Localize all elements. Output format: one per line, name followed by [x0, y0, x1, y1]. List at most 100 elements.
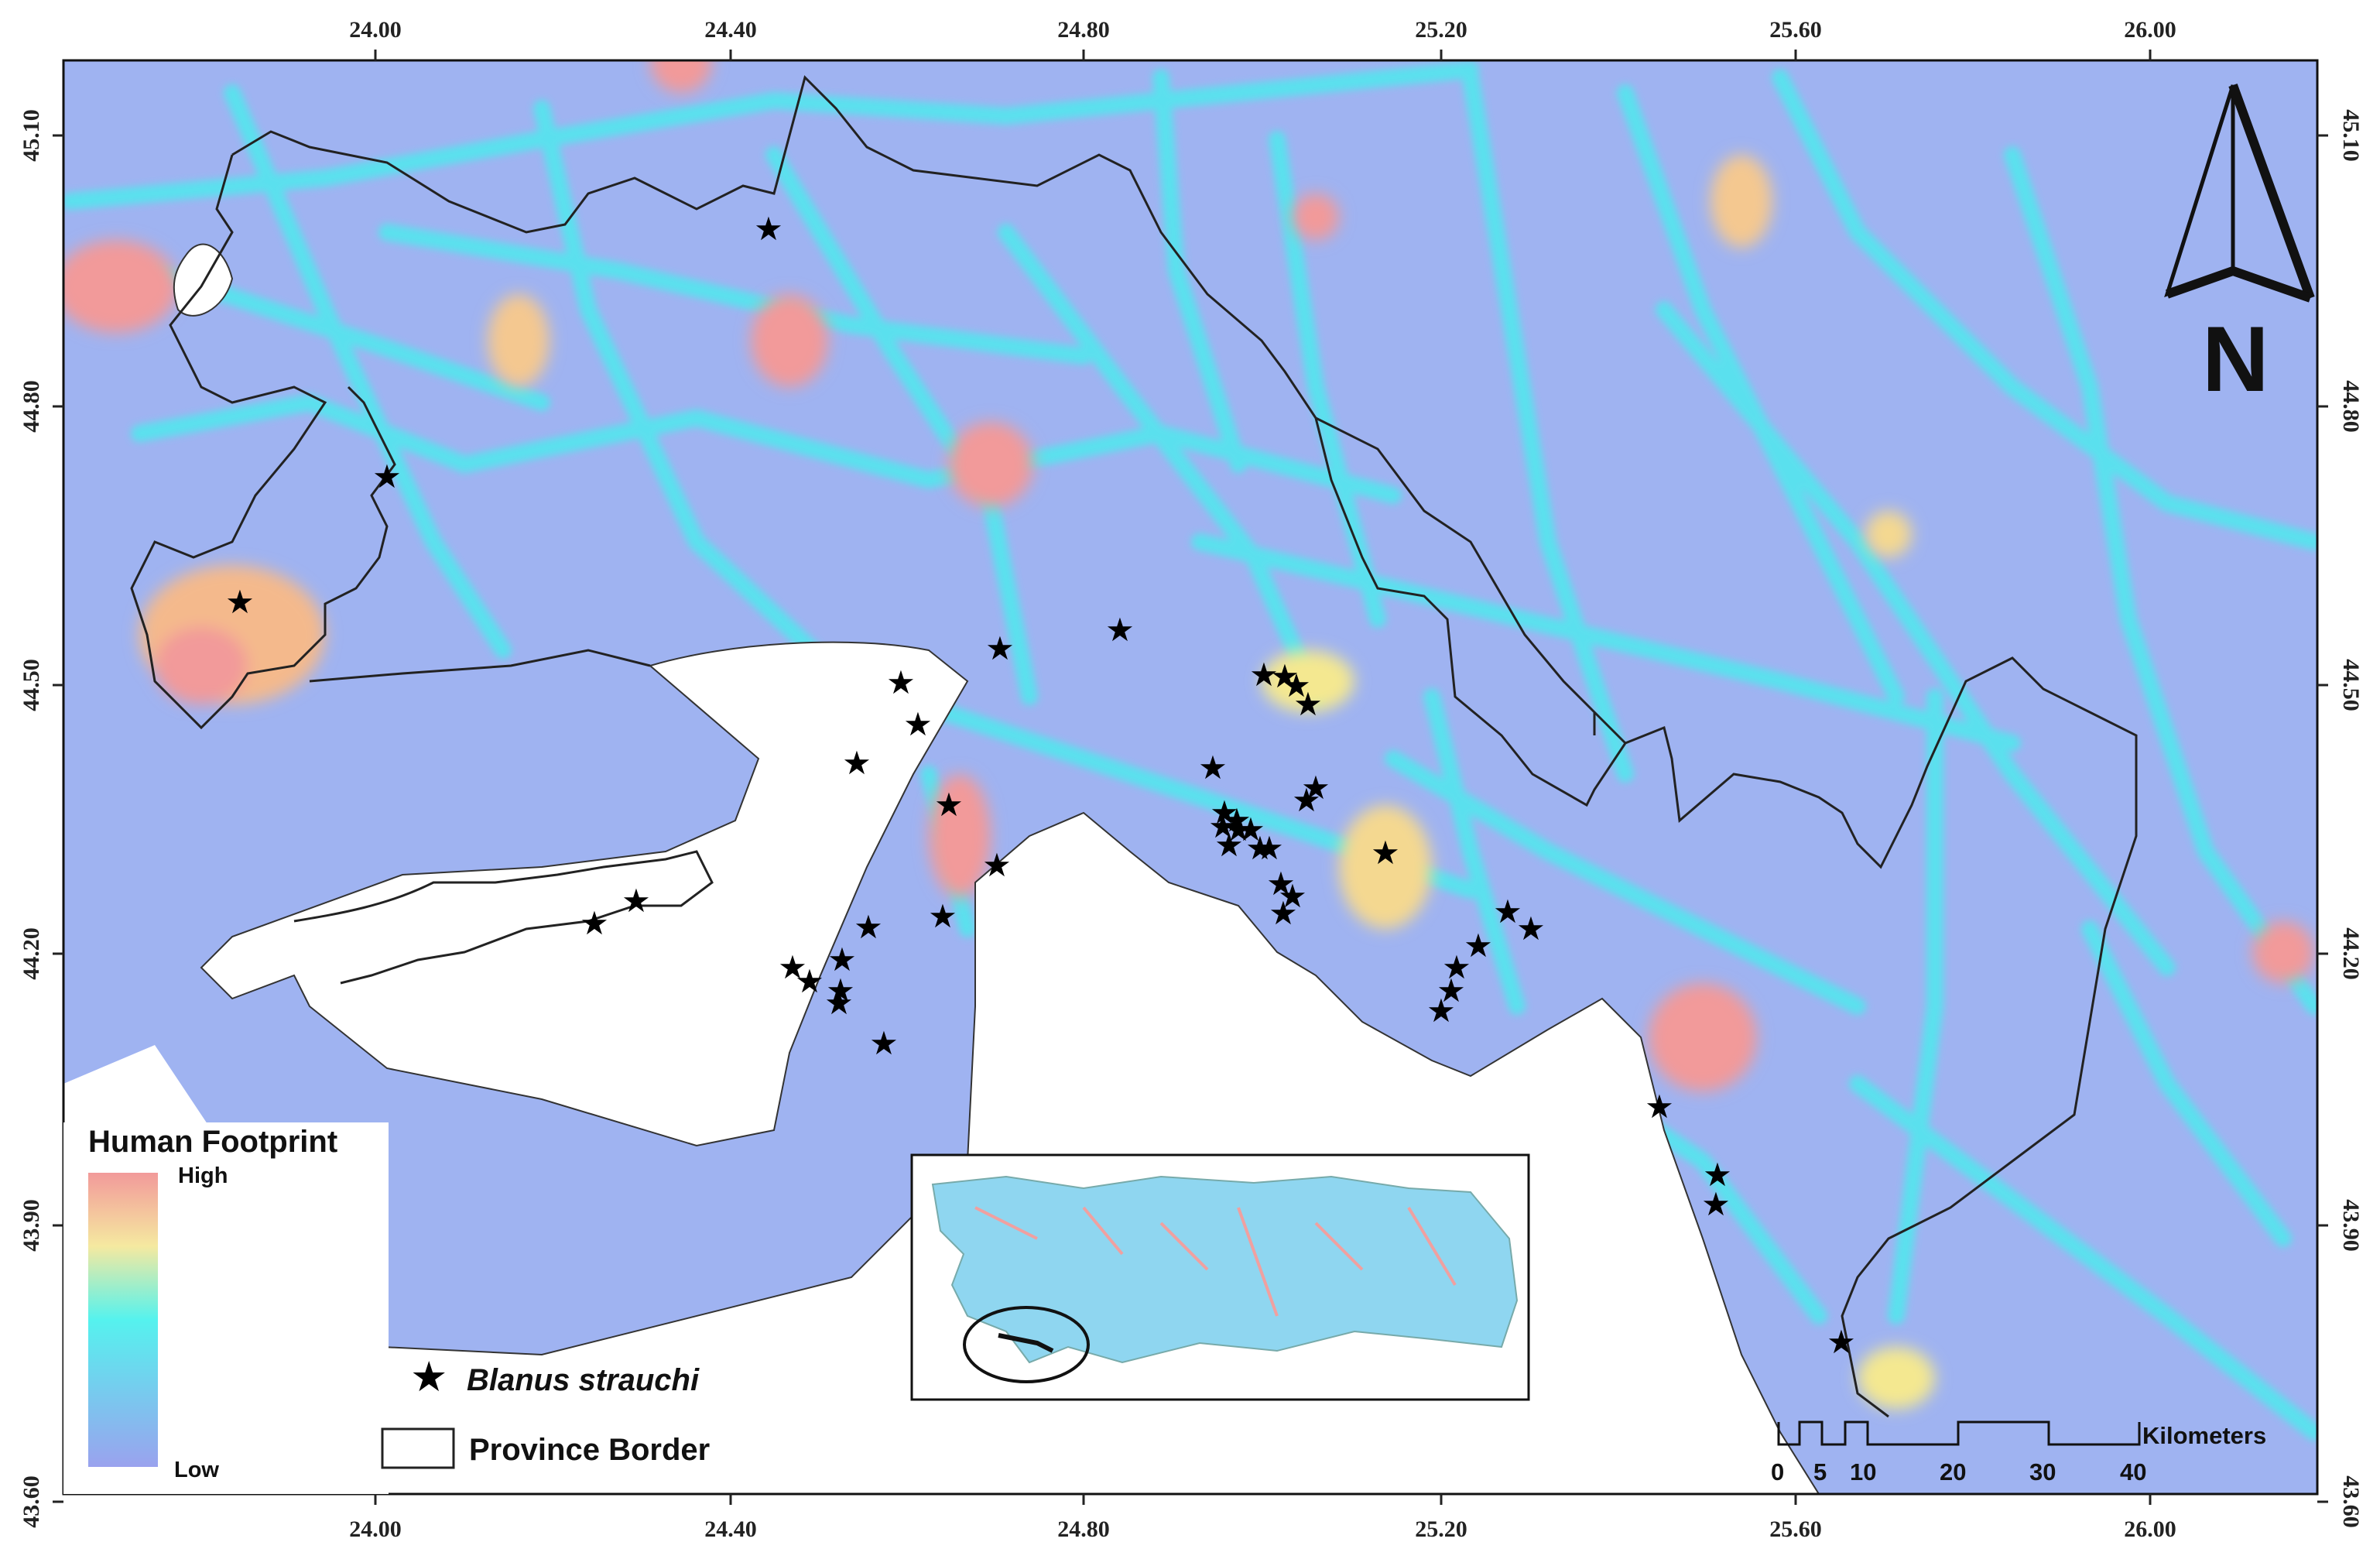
- occurrence-star: ★: [580, 904, 609, 942]
- occurrence-star: ★: [934, 786, 964, 824]
- inset-study-area-circle: [963, 1306, 1090, 1383]
- occurrence-star: ★: [928, 897, 957, 935]
- y-tick-label-right: 45.10: [2338, 109, 2364, 162]
- scale-tick-10: 10: [1850, 1458, 1876, 1485]
- scale-tick-5: 5: [1813, 1458, 1827, 1485]
- inset-map: [910, 1153, 1530, 1401]
- x-tick-label-top: 24.40: [704, 17, 757, 43]
- legend-species-label: Blanus strauchi: [467, 1363, 700, 1397]
- occurrence-star: ★: [1249, 656, 1279, 694]
- occurrence-star: ★: [1224, 810, 1253, 848]
- north-arrow: N: [2164, 83, 2315, 411]
- occurrence-star: ★: [1269, 894, 1298, 932]
- x-tick-label-top: 25.20: [1415, 17, 1467, 43]
- scale-bar: Kilometers 0 5 10 20 30 40: [1771, 1420, 2266, 1485]
- occurrence-star: ★: [1208, 807, 1238, 845]
- occurrence-star: ★: [1245, 829, 1275, 867]
- y-tick-label-right: 44.50: [2338, 659, 2364, 711]
- y-axis-right: 45.10 44.80 44.50 44.20 43.90 43.60: [2317, 109, 2364, 1528]
- occurrence-star: ★: [1278, 877, 1307, 915]
- blanus-strauchi-occurrences: ★★★★★★★★★★★★★★★★★★★ ★★★★★★★★★ ★ ★★★★★★★★★★★…: [225, 210, 1856, 1361]
- occurrence-star: ★: [842, 744, 872, 782]
- x-tick-label-top: 24.80: [1057, 17, 1110, 43]
- scale-tick-0: 0: [1771, 1458, 1784, 1485]
- occurrence-star: ★: [1442, 948, 1471, 986]
- occurrence-star: ★: [1301, 769, 1330, 807]
- occurrence-star: ★: [778, 948, 807, 986]
- footprint-hotspots: [63, 60, 2314, 1409]
- inset-turkey-shape: [931, 1175, 1519, 1364]
- scale-unit-label: Kilometers: [2142, 1422, 2266, 1449]
- y-axis-left: 45.10 44.80 44.50 44.20 43.90 43.60: [19, 109, 63, 1528]
- occurrence-star: ★: [1105, 611, 1135, 649]
- occurrence-star: ★: [1222, 801, 1252, 839]
- occurrence-star: ★: [1371, 834, 1400, 872]
- occurrence-star: ★: [622, 882, 651, 920]
- occurrence-star: ★: [1293, 685, 1323, 723]
- occurrence-star: ★: [903, 705, 933, 743]
- y-tick-label-left: 43.60: [19, 1475, 44, 1528]
- legend-title: Human Footprint: [88, 1125, 337, 1159]
- legend-border-swatch: [381, 1427, 455, 1469]
- x-tick-label-bottom: 24.40: [704, 1516, 757, 1542]
- occurrence-star: ★: [1270, 657, 1300, 695]
- occurrence-star: ★: [1236, 810, 1265, 848]
- occurrence-star: ★: [1282, 666, 1311, 704]
- y-tick-label-right: 44.20: [2338, 927, 2364, 980]
- scale-tick-40: 40: [2120, 1458, 2146, 1485]
- x-axis-top: 24.00 24.40 24.80 25.20 25.60 26.00: [349, 17, 2176, 60]
- occurrence-star: ★: [1266, 865, 1296, 903]
- occurrence-star: ★: [1214, 826, 1244, 864]
- occurrence-star: ★: [1645, 1088, 1674, 1126]
- occurrence-star: ★: [1255, 829, 1284, 867]
- occurrence-star: ★: [225, 583, 255, 621]
- y-tick-label-right: 43.60: [2338, 1475, 2364, 1528]
- x-tick-label-bottom: 25.20: [1415, 1516, 1467, 1542]
- occurrence-star: ★: [824, 984, 854, 1022]
- legend-high-label: High: [178, 1163, 228, 1188]
- occurrence-star: ★: [1703, 1156, 1732, 1194]
- y-tick-label-right: 43.90: [2338, 1199, 2364, 1252]
- occurrence-star: ★: [372, 457, 402, 495]
- legend-star-icon: ★: [410, 1352, 447, 1401]
- occurrence-star: ★: [854, 908, 883, 946]
- x-tick-label-bottom: 26.00: [2124, 1516, 2176, 1542]
- occurrence-star: ★: [985, 629, 1015, 667]
- map-frame: [62, 59, 2319, 1496]
- occurrence-star: ★: [1210, 793, 1239, 831]
- occurrence-star: ★: [1516, 910, 1546, 947]
- y-tick-label-left: 44.20: [19, 927, 44, 980]
- scale-tick-20: 20: [1940, 1458, 1966, 1485]
- occurrence-star: ★: [1701, 1185, 1731, 1223]
- occurrence-star: ★: [827, 941, 857, 978]
- occurrence-star: ★: [1827, 1323, 1856, 1361]
- x-tick-label-bottom: 24.80: [1057, 1516, 1110, 1542]
- y-tick-label-right: 44.80: [2338, 380, 2364, 433]
- x-tick-label-top: 26.00: [2124, 17, 2176, 43]
- occurrence-star: ★: [869, 1024, 899, 1062]
- occurrence-star: ★: [1493, 893, 1522, 930]
- y-tick-label-left: 45.10: [19, 109, 44, 162]
- legend-color-ramp: [88, 1173, 158, 1467]
- province-borders: [130, 75, 2138, 1418]
- occurrence-star: ★: [795, 962, 824, 1000]
- occurrence-star: ★: [1198, 749, 1228, 786]
- occurrence-star: ★: [1464, 927, 1493, 965]
- occurrence-star: ★: [982, 846, 1012, 884]
- occurrence-star: ★: [1426, 992, 1456, 1030]
- x-tick-label-top: 24.00: [349, 17, 402, 43]
- occurrence-star: ★: [754, 210, 783, 248]
- scale-tick-30: 30: [2029, 1458, 2056, 1485]
- x-tick-label-bottom: 24.00: [349, 1516, 402, 1542]
- occurrence-star: ★: [1437, 971, 1466, 1009]
- occurrence-star: ★: [886, 663, 916, 701]
- legend-low-label: Low: [174, 1458, 219, 1482]
- occurrence-star: ★: [1292, 781, 1321, 819]
- legend: Human Footprint High Low ★ Blanus strauc…: [63, 1122, 710, 1494]
- x-tick-label-bottom: 25.60: [1769, 1516, 1822, 1542]
- x-axis-bottom: 24.00 24.40 24.80 25.20 25.60 26.00: [349, 1494, 2176, 1542]
- occurrence-star: ★: [826, 971, 855, 1009]
- y-tick-label-left: 44.50: [19, 659, 44, 711]
- y-tick-label-left: 44.80: [19, 380, 44, 433]
